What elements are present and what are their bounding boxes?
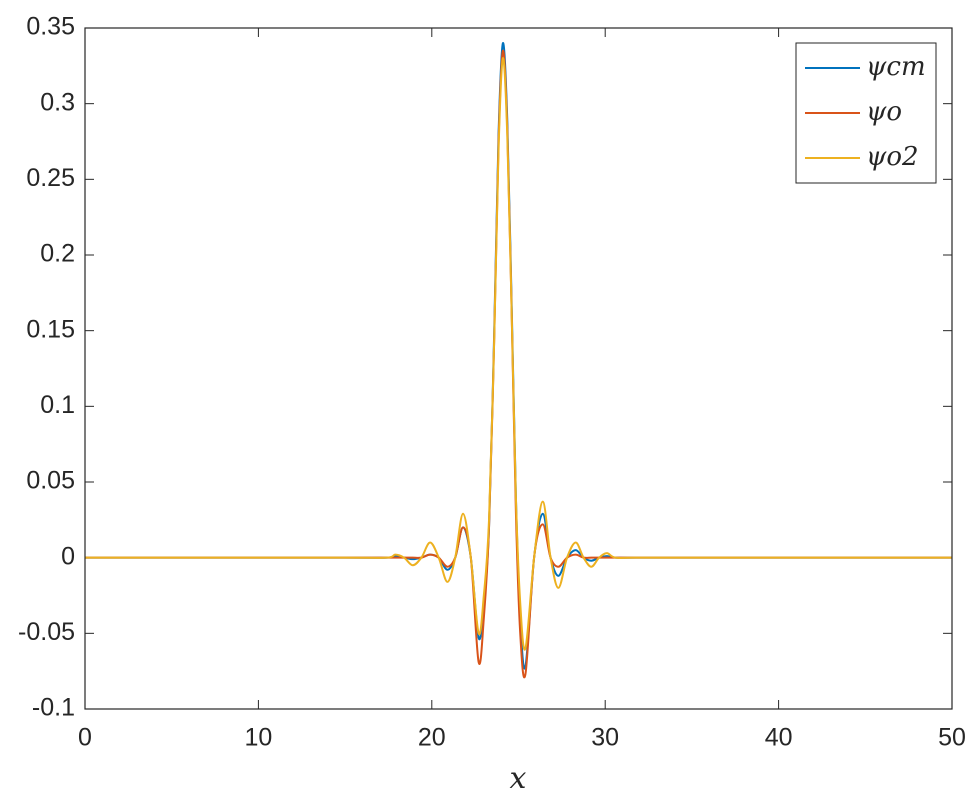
y-tick-label: 0.05 bbox=[26, 467, 75, 495]
y-tick-label: 0.15 bbox=[26, 315, 75, 343]
y-tick-label: 0 bbox=[61, 542, 75, 570]
x-tick-label: 10 bbox=[244, 724, 272, 752]
legend-label: ψo bbox=[866, 97, 902, 127]
x-axis-label: x bbox=[510, 761, 527, 796]
y-tick-label: -0.1 bbox=[32, 694, 75, 722]
legend-label: ψo2 bbox=[866, 142, 919, 172]
x-tick-label: 40 bbox=[765, 724, 793, 752]
y-tick-label: 0.25 bbox=[26, 164, 75, 192]
y-tick-label: 0.35 bbox=[26, 13, 75, 41]
y-tick-label: 0.2 bbox=[40, 240, 75, 268]
y-tick-label: -0.05 bbox=[18, 618, 75, 646]
x-tick-label: 0 bbox=[78, 724, 92, 752]
legend-label: ψcm bbox=[866, 52, 926, 82]
y-tick-label: 0.1 bbox=[40, 391, 75, 419]
axes-box bbox=[84, 27, 953, 710]
series-line bbox=[85, 57, 952, 651]
x-tick-label: 50 bbox=[938, 724, 966, 752]
x-tick-label: 20 bbox=[418, 724, 446, 752]
y-tick-label: 0.3 bbox=[40, 88, 75, 116]
x-tick-label: 30 bbox=[591, 724, 619, 752]
